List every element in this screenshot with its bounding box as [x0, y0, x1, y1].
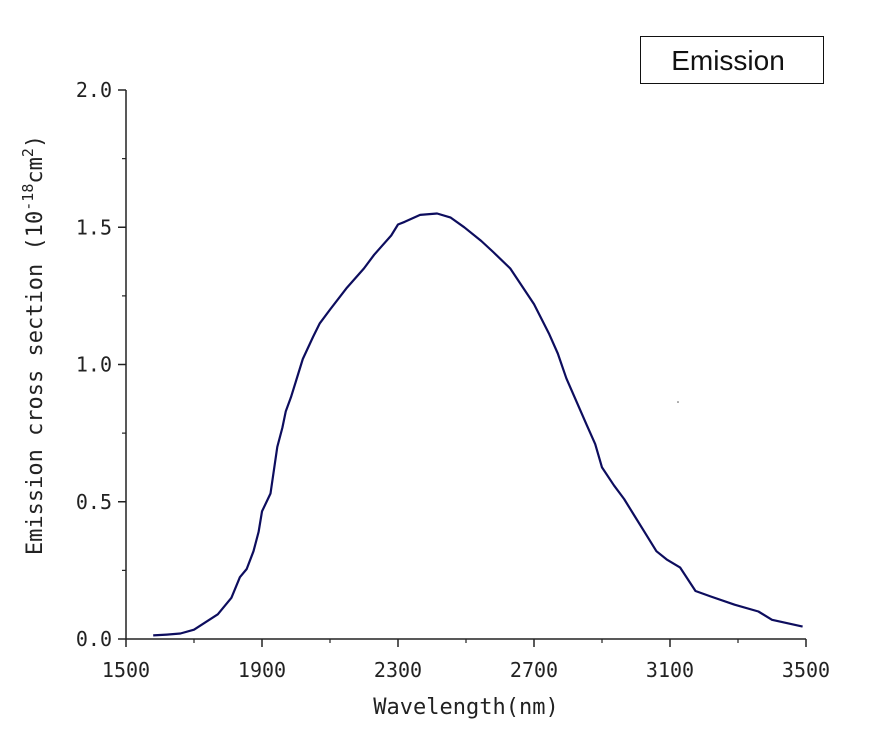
- x-tick-labels: 1500 1900 2300 2700 3100 3500: [102, 658, 830, 682]
- y-axis-title-unit-mid: cm: [23, 157, 48, 184]
- x-tick-label-3500: 3500: [782, 658, 830, 682]
- x-tick-label-3100: 3100: [646, 658, 694, 682]
- x-ticks: [125, 639, 807, 647]
- y-axis-title: Emission cross section (10-18cm2): [19, 135, 48, 555]
- x-axis-title: Wavelength(nm): [373, 695, 558, 720]
- x-tick-label-1500: 1500: [102, 658, 150, 682]
- legend-box: [640, 36, 824, 84]
- legend-label-emission: Emission: [671, 45, 785, 76]
- y-tick-label-0.0: 0.0: [76, 627, 112, 651]
- stray-dot: [677, 401, 679, 403]
- y-ticks: [118, 89, 126, 640]
- y-axis-title-unit-suffix: ): [23, 135, 48, 148]
- y-axis-title-unit-exp: -18: [19, 184, 37, 211]
- y-tick-label-0.5: 0.5: [76, 490, 112, 514]
- y-axis-title-unit-prefix: (10: [23, 211, 48, 251]
- series-line-emission: [153, 212, 803, 637]
- y-tick-label-1.5: 1.5: [76, 215, 112, 239]
- legend: Emission: [640, 36, 824, 84]
- y-tick-labels: 0.0 0.5 1.0 1.5 2.0: [76, 78, 112, 651]
- y-axis-title-unit-exp2: 2: [19, 148, 37, 157]
- x-tick-label-2300: 2300: [374, 658, 422, 682]
- y-tick-label-1.0: 1.0: [76, 353, 112, 377]
- y-axis-title-main: Emission cross section: [23, 264, 48, 555]
- y-tick-label-2.0: 2.0: [76, 78, 112, 102]
- x-tick-label-2700: 2700: [510, 658, 558, 682]
- x-tick-label-1900: 1900: [238, 658, 286, 682]
